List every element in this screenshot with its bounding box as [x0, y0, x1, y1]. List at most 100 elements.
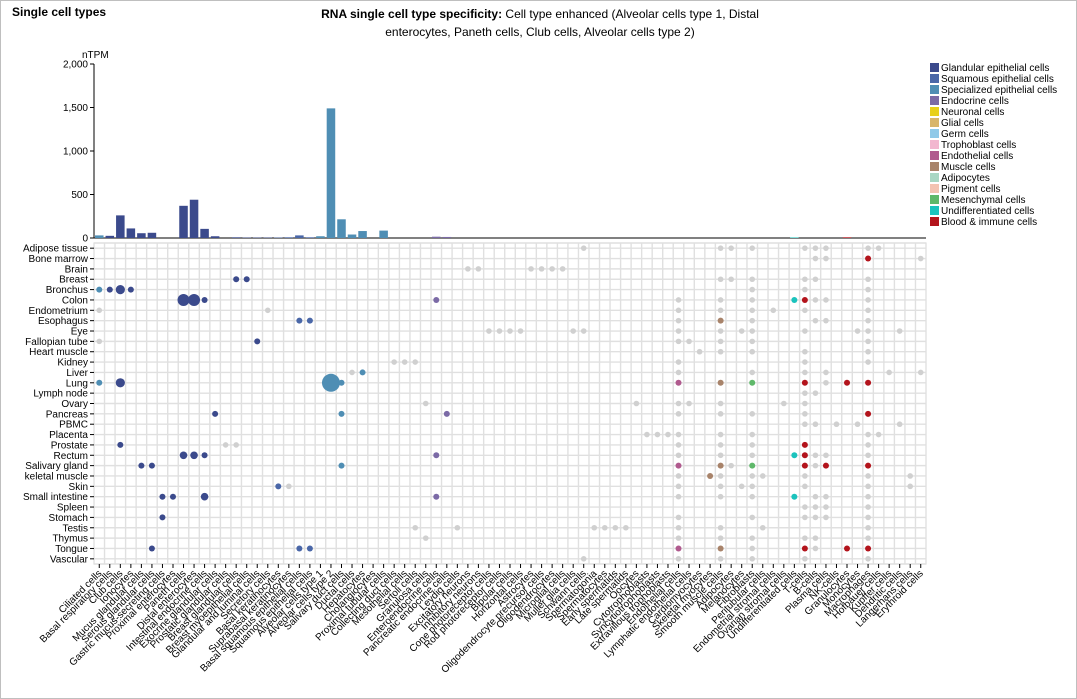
legend-swatch	[930, 118, 939, 127]
grey-dot	[865, 338, 871, 345]
grey-dot	[802, 421, 808, 428]
y-tick-label: 500	[71, 190, 88, 201]
grey-dot	[865, 317, 871, 324]
grey-dot	[749, 411, 756, 417]
grey-dot	[812, 545, 819, 552]
grey-dot	[675, 317, 682, 324]
grey-dot	[865, 452, 871, 459]
grey-dot	[812, 255, 819, 262]
grey-dot	[749, 452, 756, 459]
grey-dot	[802, 359, 808, 365]
grey-dot	[465, 266, 471, 272]
bubble	[243, 276, 250, 283]
bar	[432, 236, 441, 238]
grey-dot	[749, 276, 756, 283]
grey-dot	[623, 524, 629, 531]
grey-dot	[833, 421, 840, 428]
grey-dot	[738, 483, 745, 490]
grey-dot	[675, 535, 682, 541]
grey-dot	[233, 442, 239, 448]
bubble	[707, 472, 714, 479]
grey-dot	[665, 431, 671, 438]
bubble	[254, 338, 261, 345]
legend-swatch	[930, 129, 939, 138]
grey-dot	[696, 348, 703, 355]
legend-label: Neuronal cells	[941, 107, 1004, 118]
legend-swatch	[930, 74, 939, 83]
grey-dot	[349, 369, 355, 376]
bubble	[844, 545, 851, 552]
grey-dot	[549, 266, 555, 272]
grey-dot	[781, 400, 787, 407]
grey-dot	[823, 317, 829, 324]
grey-dot	[728, 276, 734, 283]
grey-dot	[812, 452, 819, 459]
chart-title-rest: Cell type enhanced (Alveolar cells type …	[385, 7, 759, 39]
bubble	[801, 441, 808, 448]
bubble	[148, 462, 155, 469]
grey-dot	[802, 328, 808, 334]
tissue-label: Bone marrow	[29, 254, 89, 265]
grey-dot	[865, 245, 871, 251]
legend-label: Undifferentiated cells	[941, 206, 1034, 217]
tissue-label: Ovary	[61, 399, 88, 410]
grey-dot	[422, 400, 429, 407]
grey-dot	[886, 369, 892, 376]
bar	[147, 232, 157, 238]
bubble	[443, 410, 450, 417]
grey-dot	[749, 348, 756, 355]
grey-dot	[675, 493, 682, 500]
grey-dot	[907, 483, 914, 490]
grey-dot	[717, 245, 724, 251]
bubble	[359, 369, 366, 376]
bubble	[188, 293, 201, 306]
grey-dot	[717, 535, 724, 541]
bubble	[115, 378, 125, 388]
grey-dot	[907, 473, 914, 479]
grey-dot	[412, 359, 419, 365]
grey-dot	[717, 328, 724, 334]
bubble	[296, 545, 303, 552]
legend-label: Glial cells	[941, 118, 984, 129]
grey-dot	[802, 411, 808, 417]
grey-dot	[865, 286, 871, 293]
bubble	[338, 410, 345, 417]
legend-label: Squamous epithelial cells	[941, 74, 1054, 85]
grey-dot	[802, 556, 808, 562]
legend-swatch	[930, 63, 939, 72]
grey-dot	[823, 493, 829, 500]
bar	[358, 231, 367, 238]
bubble	[306, 545, 313, 552]
grey-dot	[717, 307, 724, 314]
tissue-label: Salivary gland	[25, 461, 88, 472]
grey-dot	[507, 328, 513, 334]
grey-dot	[823, 452, 829, 459]
grey-dot	[675, 431, 682, 438]
legend-swatch	[930, 162, 939, 171]
grey-dot	[675, 307, 682, 314]
grey-dot	[717, 556, 724, 562]
grey-dot	[686, 400, 692, 407]
bar	[189, 199, 199, 238]
y-tick-label: 1,000	[63, 147, 88, 158]
grey-dot	[812, 421, 819, 428]
grey-dot	[823, 245, 829, 251]
grey-dot	[823, 297, 829, 303]
grey-dot	[875, 245, 882, 251]
grey-dot	[422, 535, 429, 541]
bubble	[201, 296, 208, 303]
bubble	[106, 286, 113, 293]
legend-swatch	[930, 217, 939, 226]
grey-dot	[865, 297, 871, 303]
bar	[231, 237, 241, 238]
grey-dot	[717, 442, 724, 448]
bubble	[717, 379, 724, 386]
grey-dot	[812, 390, 819, 396]
bubble	[801, 452, 808, 459]
tissue-label: Spleen	[57, 503, 88, 514]
grey-dot	[865, 328, 871, 334]
grey-dot	[675, 328, 682, 334]
grey-dot	[675, 297, 682, 303]
grey-dot	[865, 431, 871, 438]
tissue-label: Lung	[66, 378, 88, 389]
